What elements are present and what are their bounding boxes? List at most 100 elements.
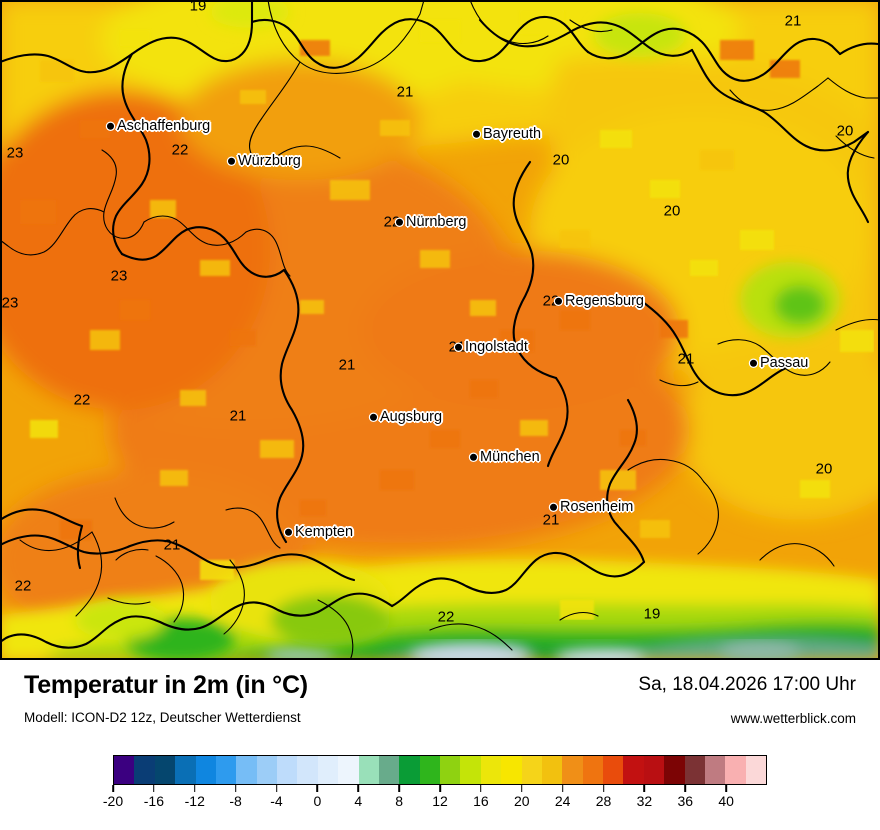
colorbar-tick	[725, 785, 727, 792]
colorbar-tick-label: 24	[554, 793, 571, 809]
valid-datetime: Sa, 18.04.2026 17:00 Uhr	[638, 674, 856, 695]
colorbar-tick	[357, 785, 360, 792]
colorbar-tick-label: 16	[473, 793, 489, 809]
colorbar-swatch	[643, 756, 665, 784]
temperature-label: 21	[542, 511, 560, 529]
city-marker[interactable]: Rosenheim	[550, 500, 633, 515]
city-marker[interactable]: Würzburg	[228, 154, 301, 169]
colorbar-swatch	[378, 756, 400, 784]
city-marker[interactable]: Bayreuth	[473, 127, 541, 142]
colorbar-tick	[439, 785, 441, 792]
city-label: Aschaffenburg	[117, 117, 211, 134]
temperature-label: 21	[677, 350, 695, 368]
website-label: www.wetterblick.com	[730, 711, 856, 726]
city-marker[interactable]: Ingolstadt	[455, 340, 528, 355]
colorbar-swatch	[460, 756, 481, 784]
city-marker[interactable]: München	[470, 450, 540, 465]
colorbar-swatch	[114, 756, 135, 784]
field-high-alps	[265, 642, 800, 660]
colorbar-swatch	[236, 756, 257, 784]
city-label: Rosenheim	[560, 498, 634, 515]
colorbar-swatch	[623, 756, 644, 784]
city-marker[interactable]: Kempten	[285, 525, 353, 540]
internal-borders	[0, 0, 880, 660]
city-dot-icon	[396, 218, 403, 226]
colorbar-tick-label: 32	[636, 793, 653, 809]
colorbar-tick-label: 4	[354, 793, 363, 809]
city-dot-icon	[470, 453, 477, 461]
temperature-map[interactable]: 1921212023222022202323222121212221202121…	[0, 0, 880, 660]
colorbar[interactable]: -20 -16 -12 -8 -4 0 4 8 12 16 20 24 28 32 36 40	[103, 755, 767, 813]
colorbar-swatch	[501, 756, 522, 784]
colorbar-tick-label: 8	[395, 793, 404, 809]
city-marker[interactable]: Aschaffenburg	[107, 119, 210, 134]
temperature-label: 21	[229, 407, 247, 425]
national-borders	[0, 0, 880, 649]
city-marker[interactable]: Passau	[750, 356, 808, 371]
city-dot-icon	[555, 297, 562, 305]
colorbar-swatch	[175, 756, 196, 784]
city-dot-icon	[228, 157, 235, 165]
colorbar-tick-label: -8	[229, 793, 242, 809]
temperature-label: 22	[73, 391, 91, 409]
temperature-field-svg	[0, 0, 880, 660]
temperature-label: 21	[163, 536, 181, 554]
administrative-borders	[0, 0, 880, 660]
city-label: Ingolstadt	[465, 338, 528, 355]
model-subtitle: Modell: ICON-D2 12z, Deutscher Wetterdie…	[24, 710, 301, 725]
city-marker[interactable]: Nürnberg	[396, 215, 466, 230]
colorbar-tick	[561, 785, 564, 792]
colorbar-swatch	[704, 756, 726, 784]
colorbar-swatch	[562, 756, 583, 784]
colorbar-tick-label: -12	[184, 793, 205, 809]
city-dot-icon	[370, 413, 377, 421]
colorbar-swatch	[195, 756, 216, 784]
temperature-label: 20	[836, 122, 854, 140]
colorbar-swatch	[399, 756, 420, 784]
colorbar-swatch	[215, 756, 237, 784]
colorbar-swatch	[521, 756, 542, 784]
colorbar-tick-labels: -20 -16 -12 -8 -4 0 4 8 12 16 20 24 28 32 36 40	[103, 793, 767, 813]
colorbar-swatch	[480, 756, 502, 784]
city-marker[interactable]: Augsburg	[370, 410, 442, 425]
colorbar-tick	[316, 785, 319, 792]
colorbar-tick-label: 36	[677, 793, 694, 809]
colorbar-tick	[153, 785, 155, 792]
temperature-label: 19	[643, 605, 661, 623]
city-marker[interactable]: Regensburg	[555, 294, 644, 309]
city-label: Bayreuth	[483, 125, 542, 142]
colorbar-swatch	[419, 756, 440, 784]
colorbar-swatch	[664, 756, 685, 784]
colorbar-swatch	[725, 756, 746, 784]
city-label: München	[480, 448, 540, 465]
colorbar-tick	[398, 785, 400, 792]
city-label: Kempten	[295, 523, 354, 540]
colorbar-tick-label: 12	[432, 793, 448, 809]
colorbar-tick	[520, 785, 523, 792]
temperature-label: 22	[171, 141, 189, 159]
colorbar-swatch	[297, 756, 318, 784]
colorbar-swatch	[745, 756, 766, 784]
temperature-label: 20	[815, 460, 833, 478]
colorbar-swatch	[582, 756, 603, 784]
colorbar-tick-label: 40	[718, 793, 734, 809]
temperature-label: 20	[663, 202, 681, 220]
city-dot-icon	[550, 503, 557, 511]
temperature-label: 20	[552, 151, 570, 169]
temperature-label: 23	[110, 267, 128, 285]
colorbar-swatches[interactable]	[113, 755, 767, 785]
colorbar-swatch	[277, 756, 298, 784]
city-label: Regensburg	[565, 292, 644, 309]
city-dot-icon	[285, 528, 292, 536]
colorbar-tick	[684, 785, 687, 792]
temperature-label: 22	[437, 608, 455, 626]
colorbar-tick	[112, 785, 114, 792]
colorbar-tick-label: -20	[102, 793, 124, 809]
temperature-label: 21	[396, 83, 414, 101]
colorbar-tick-label: 0	[313, 793, 322, 809]
city-dot-icon	[473, 130, 480, 138]
colorbar-tick-label: 28	[595, 793, 612, 809]
colorbar-tick-label: -4	[270, 793, 283, 809]
colorbar-swatch	[134, 756, 155, 784]
